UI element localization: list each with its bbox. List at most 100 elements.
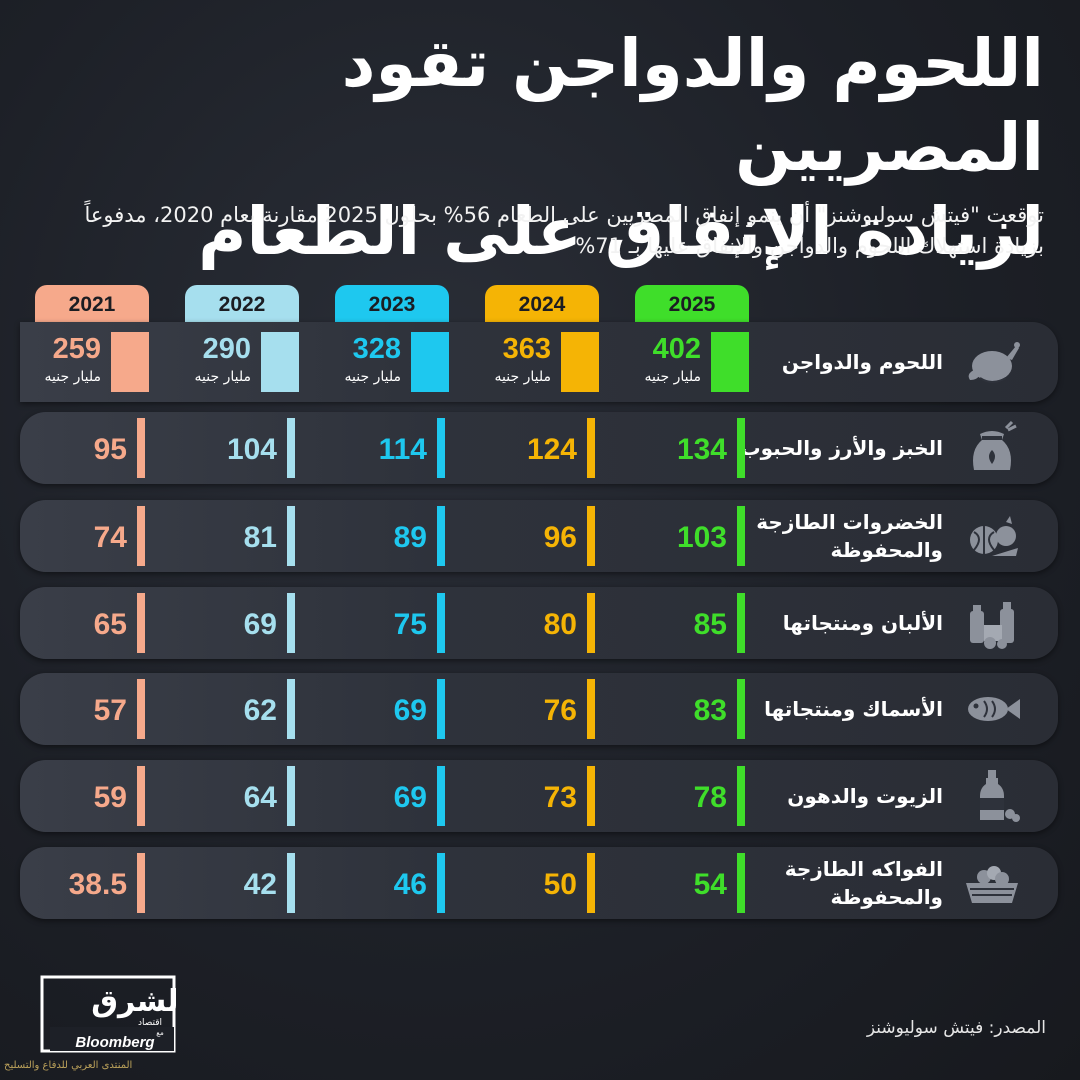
value-bar-2024	[587, 506, 595, 566]
value-box-2024	[561, 332, 599, 392]
value-bar-2023	[437, 766, 445, 826]
value-2023: 69	[393, 781, 427, 814]
value-bar-2025	[737, 679, 745, 739]
page-title: اللحوم والدواجن تقود المصريين لزيادة الإ…	[44, 22, 1044, 274]
value-bar-2023	[437, 853, 445, 913]
unit-label: مليار جنيه	[44, 369, 101, 385]
category-label: الألبان ومنتجاتها	[782, 611, 943, 635]
value-2024: 80	[543, 608, 577, 641]
value-2023: 328	[352, 333, 401, 365]
value-box-2022	[261, 332, 299, 392]
value-2022: 104	[226, 433, 277, 466]
value-bar-2024	[587, 853, 595, 913]
category-label: الخبز والأرز والحبوب	[740, 436, 943, 460]
category-label: الخضروات الطازجة والمحفوظة	[756, 510, 943, 562]
value-2021: 65	[93, 608, 127, 641]
value-2022: 290	[202, 333, 251, 365]
value-bar-2022	[287, 506, 295, 566]
value-2025: 78	[693, 781, 727, 814]
subtitle: توقعت "فيتش سوليوشنز" أن ينمو إنفاق المص…	[84, 203, 1044, 258]
title-line-2: لزيادة الإنفاق على الطعام	[198, 193, 1044, 270]
value-2021: 57	[93, 694, 127, 727]
value-2021: 259	[52, 333, 101, 365]
value-2021: 74	[93, 521, 127, 554]
value-2025: 402	[652, 333, 701, 365]
svg-text:Bloomberg: Bloomberg	[75, 1034, 154, 1051]
asharq-bloomberg-logo: الشرق اقتصاد مع Bloomberg	[40, 975, 180, 1053]
value-2025: 103	[676, 521, 727, 554]
vegetables-icon	[962, 508, 1022, 564]
value-2024: 73	[543, 781, 577, 814]
value-2021: 59	[93, 781, 127, 814]
year-tab-2024: 2024	[485, 285, 599, 325]
value-bar-2024	[587, 679, 595, 739]
svg-text:مع: مع	[156, 1029, 164, 1037]
table-row: الزيوت والدهون 59 64 69 73 78	[20, 760, 1058, 832]
category-label: الفواكه الطازجة والمحفوظة	[784, 857, 943, 909]
value-2024: 96	[543, 521, 577, 554]
value-2022: 62	[243, 694, 277, 727]
value-2024: 50	[543, 868, 577, 901]
year-tab-2022: 2022	[185, 285, 299, 325]
value-2021: 38.5	[68, 868, 127, 901]
value-2024: 363	[502, 333, 551, 365]
fruit-basket-icon	[962, 855, 1022, 911]
value-bar-2024	[587, 766, 595, 826]
value-bar-2022	[287, 766, 295, 826]
value-2025: 54	[693, 868, 727, 901]
unit-label: مليار جنيه	[344, 369, 401, 385]
value-bar-2021	[137, 593, 145, 653]
value-2024: 76	[543, 694, 577, 727]
value-2022: 81	[243, 521, 277, 554]
value-bar-2023	[437, 679, 445, 739]
value-bar-2024	[587, 593, 595, 653]
value-bar-2023	[437, 418, 445, 478]
forum-watermark: المنتدى العربي للدفاع والتسليح	[4, 1060, 133, 1071]
unit-label: مليار جنيه	[644, 369, 701, 385]
value-2023: 89	[393, 521, 427, 554]
value-bar-2025	[737, 593, 745, 653]
value-box-2025	[711, 332, 749, 392]
value-bar-2022	[287, 853, 295, 913]
poultry-icon	[962, 334, 1022, 390]
table-row: الخبز والأرز والحبوب 95 104 114 124 134	[20, 412, 1058, 484]
category-label: اللحوم والدواجن	[781, 350, 943, 374]
value-bar-2021	[137, 853, 145, 913]
dairy-icon	[962, 595, 1022, 651]
value-bar-2021	[137, 766, 145, 826]
svg-text:الشرق: الشرق	[91, 984, 180, 1019]
table-row: الفواكه الطازجة والمحفوظة 38.5 42 46 50 54	[20, 847, 1058, 919]
value-bar-2025	[737, 506, 745, 566]
table-row: الخضروات الطازجة والمحفوظة 74 81 89 96 103	[20, 500, 1058, 572]
value-2025: 85	[693, 608, 727, 641]
value-2022: 69	[243, 608, 277, 641]
value-bar-2021	[137, 679, 145, 739]
value-bar-2024	[587, 418, 595, 478]
value-bar-2025	[737, 418, 745, 478]
value-2024: 124	[526, 433, 577, 466]
year-tab-2021: 2021	[35, 285, 149, 325]
value-2022: 64	[243, 781, 277, 814]
category-label: الزيوت والدهون	[787, 784, 943, 808]
category-label: الأسماك ومنتجاتها	[764, 697, 943, 721]
fish-icon	[962, 681, 1022, 737]
value-bar-2023	[437, 506, 445, 566]
value-bar-2023	[437, 593, 445, 653]
table-row: اللحوم والدواجن 259 مليار جنيه 290 مليار جني…	[20, 322, 1058, 402]
value-box-2023	[411, 332, 449, 392]
value-bar-2021	[137, 506, 145, 566]
table-row: الألبان ومنتجاتها 65 69 75 80 85	[20, 587, 1058, 659]
year-tab-2023: 2023	[335, 285, 449, 325]
value-bar-2025	[737, 853, 745, 913]
value-box-2021	[111, 332, 149, 392]
value-bar-2022	[287, 679, 295, 739]
value-2023: 46	[393, 868, 427, 901]
value-2025: 134	[676, 433, 727, 466]
value-2025: 83	[693, 694, 727, 727]
title-line-1: اللحوم والدواجن تقود المصريين	[341, 25, 1044, 186]
year-tab-2025: 2025	[635, 285, 749, 325]
oil-bottle-icon	[962, 768, 1022, 824]
grain-sack-icon	[962, 420, 1022, 476]
svg-text:اقتصاد: اقتصاد	[138, 1018, 162, 1028]
value-bar-2025	[737, 766, 745, 826]
